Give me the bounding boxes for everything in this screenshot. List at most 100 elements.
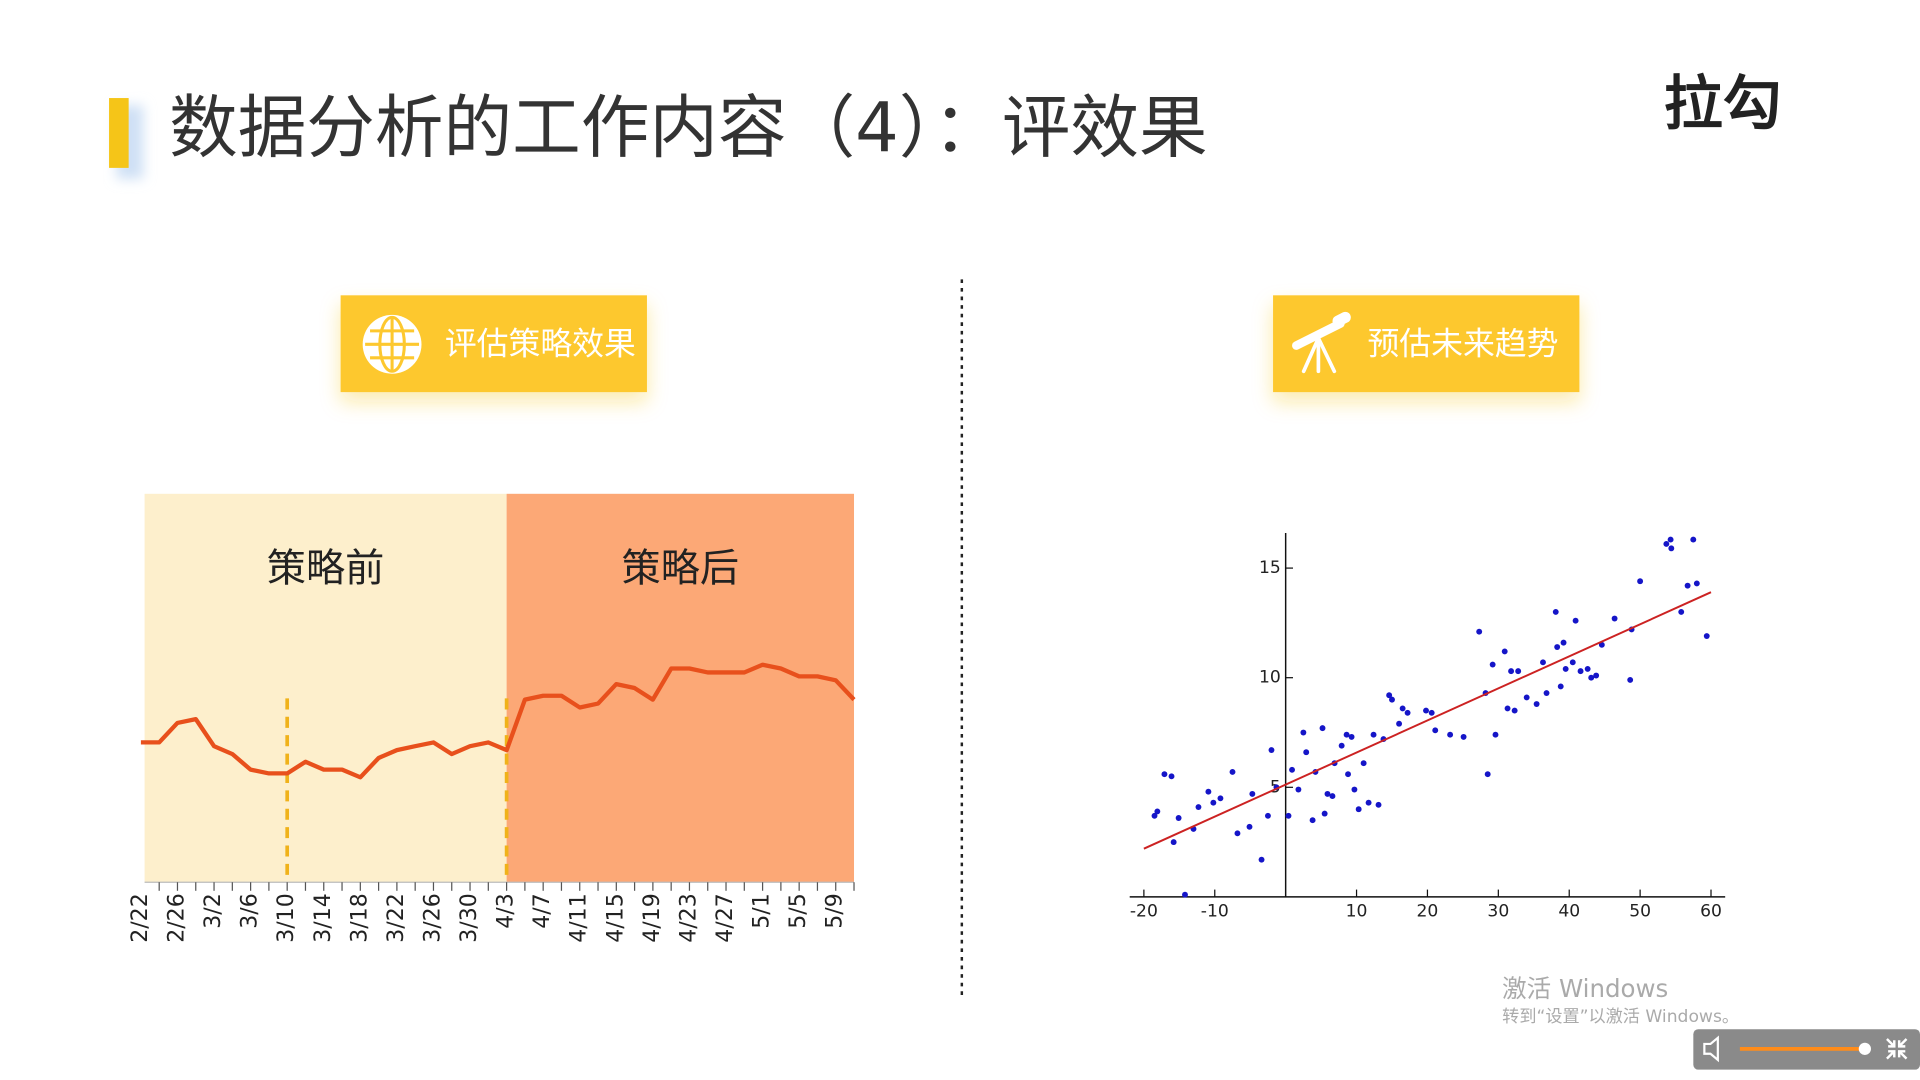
watermark-title: 激活 Windows	[1502, 974, 1668, 1003]
slide-title: 数据分析的工作内容（4）：评效果	[169, 88, 1208, 168]
x-tick-label: 3/2	[201, 893, 226, 928]
point	[1343, 731, 1350, 738]
point	[1511, 707, 1518, 714]
x-tick-label: 3/6	[238, 893, 263, 928]
x-tick-label: 4/15	[603, 893, 628, 943]
point	[1182, 891, 1188, 898]
x-tick-label: -10	[1201, 902, 1229, 922]
point	[1492, 731, 1499, 738]
point	[1611, 615, 1618, 622]
x-tick-label: 2/26	[164, 893, 189, 943]
point	[1577, 668, 1584, 675]
x-tick-label: 3/26	[420, 893, 445, 943]
point	[1508, 668, 1515, 675]
point	[1399, 705, 1406, 712]
point	[1432, 727, 1439, 734]
point	[1627, 676, 1634, 683]
x-tick-label: 3/14	[311, 893, 336, 943]
point	[1637, 578, 1644, 585]
point	[1404, 709, 1411, 716]
point	[1533, 701, 1540, 707]
point	[1249, 790, 1256, 797]
point	[1268, 747, 1275, 753]
point	[1264, 812, 1271, 819]
x-tick-label: 3/18	[347, 893, 372, 943]
exit-fullscreen-button[interactable]	[1886, 1038, 1908, 1060]
point	[1321, 810, 1328, 817]
logo: 拉勾	[1664, 69, 1782, 138]
point	[1295, 786, 1302, 793]
x-tick-label: 5/9	[823, 893, 848, 928]
point	[1678, 608, 1685, 615]
point	[1540, 659, 1546, 666]
x-tick-label: 2/22	[128, 893, 153, 943]
point	[1348, 733, 1355, 740]
player-controls	[1693, 1029, 1920, 1070]
charts: 策略前 策略后 2/22 2/26 3/2 3/6 3/10 3/14 3/18 3/22 3/26…	[128, 493, 1726, 943]
point	[1370, 731, 1377, 738]
point	[1154, 808, 1161, 815]
region	[506, 493, 855, 883]
point	[1170, 839, 1177, 846]
point	[1668, 545, 1675, 552]
point	[1329, 793, 1336, 800]
point	[1562, 665, 1569, 672]
x-tick-label: 4/23	[676, 893, 701, 943]
point	[1598, 641, 1605, 648]
point	[1396, 720, 1403, 727]
point	[1684, 582, 1691, 589]
point	[1319, 725, 1326, 732]
point	[1690, 536, 1697, 543]
x-tick-label: -20	[1130, 902, 1158, 922]
point	[1569, 659, 1576, 666]
point	[1345, 771, 1351, 778]
point	[1447, 731, 1454, 738]
point	[1303, 749, 1310, 756]
x-tick-label: 4/7	[530, 893, 555, 928]
point	[1195, 804, 1202, 810]
point	[1205, 788, 1212, 795]
point	[1351, 786, 1358, 793]
point	[1572, 617, 1579, 624]
point	[1258, 856, 1265, 863]
point	[1234, 830, 1241, 837]
x-tick-label: 4/3	[494, 893, 519, 928]
y-tick-label: 10	[1259, 668, 1281, 688]
volume-button[interactable]	[1703, 1035, 1719, 1063]
point	[1355, 806, 1362, 813]
point	[1501, 648, 1508, 655]
point	[1489, 661, 1496, 668]
x-tick-label: 3/10	[274, 893, 299, 943]
point	[1229, 769, 1236, 775]
x-tick-label: 60	[1700, 902, 1722, 922]
point	[1360, 760, 1367, 767]
title-accent	[109, 98, 129, 168]
point	[1386, 692, 1393, 699]
point	[1389, 696, 1395, 703]
point	[1289, 766, 1295, 773]
region	[144, 493, 507, 883]
point	[1560, 639, 1567, 646]
point	[1246, 823, 1253, 830]
point	[1428, 709, 1435, 716]
point	[1210, 799, 1217, 806]
point	[1523, 694, 1530, 701]
x-tick-label: 30	[1487, 902, 1509, 922]
point	[1588, 674, 1595, 681]
point	[1300, 729, 1307, 736]
point	[1217, 795, 1224, 802]
point	[1324, 790, 1331, 797]
button-label: 评估策略效果	[445, 325, 636, 363]
x-tick-label: 10	[1346, 902, 1368, 922]
point	[1476, 628, 1483, 635]
x-tick-label: 5/5	[786, 893, 811, 928]
point	[1557, 683, 1564, 690]
point	[1703, 633, 1710, 639]
x-tick-label: 20	[1417, 902, 1439, 922]
region-label: 策略前	[267, 546, 385, 591]
button: 预估未来趋势	[1273, 295, 1580, 393]
volume-knob[interactable]	[1858, 1042, 1871, 1055]
watermark-subtitle: 转到“设置”以激活 Windows。	[1502, 1007, 1739, 1027]
button-bg	[1273, 295, 1580, 393]
